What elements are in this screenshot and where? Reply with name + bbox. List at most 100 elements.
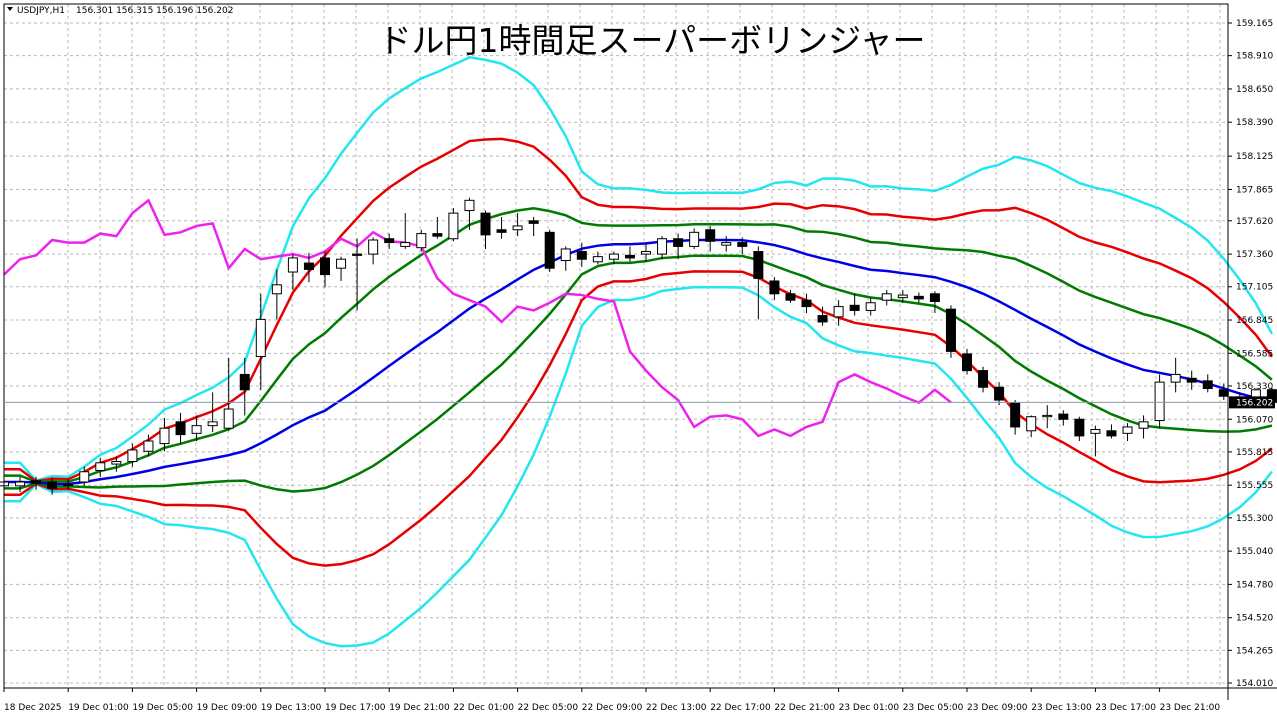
x-tick-label: 22 Dec 01:00 [453, 703, 514, 713]
x-tick-label: 18 Dec 2025 [4, 703, 62, 713]
candle-bear [785, 293, 796, 301]
sma-line [4, 238, 1273, 486]
candle-bull [608, 253, 619, 260]
candle-bull [641, 251, 651, 255]
candle-bear [1186, 377, 1197, 383]
x-tick-label: 22 Dec 13:00 [646, 703, 707, 713]
candle-bear [544, 231, 555, 269]
x-axis-ticks: 18 Dec 2025 19 Dec 01:00 19 Dec 05:00 19 De… [3, 688, 1220, 713]
candle-bull [865, 302, 876, 311]
y-tick-label: 154.780 [1236, 580, 1273, 590]
chart-grid [4, 4, 1228, 688]
candle-bull [448, 212, 459, 240]
chikou-span-line [3, 198, 952, 438]
plot-frame [3, 3, 1229, 689]
x-tick-label: 19 Dec 21:00 [389, 703, 450, 713]
candle-bull [271, 284, 282, 295]
y-tick-label: 157.620 [1236, 217, 1273, 227]
band-upper-2sigma [4, 137, 1273, 483]
candle-bull [721, 242, 732, 246]
band-lower-1sigma [4, 254, 1273, 493]
x-tick-label: 23 Dec 01:00 [839, 703, 900, 713]
y-axis-ticks: 159.165 158.910 158.650 158.390 158.125 157.8… [1228, 19, 1273, 689]
chart-header: USDJPY,H1 156.301 156.315 156.196 156.20… [7, 6, 233, 16]
y-tick-label: 154.520 [1236, 614, 1273, 624]
candle-bear [352, 253, 363, 256]
candle-bull [207, 421, 218, 427]
candle-bull [881, 293, 892, 301]
y-tick-label: 158.125 [1236, 152, 1273, 162]
candle-bear [31, 480, 42, 484]
candle-bull [512, 225, 523, 231]
candle-bear [47, 481, 58, 489]
candle-bull [95, 462, 106, 471]
symbol-label: USDJPY,H1 [17, 6, 65, 16]
candle-bull [400, 242, 411, 247]
candle-bull [255, 318, 266, 358]
x-tick-label: 19 Dec 17:00 [325, 703, 386, 713]
candle-bull [191, 425, 202, 434]
candle-bear [576, 251, 587, 260]
y-tick-label: 154.010 [1236, 679, 1273, 689]
candle-bear [737, 242, 748, 247]
candle-bear [1010, 402, 1021, 428]
x-tick-label: 23 Dec 13:00 [1031, 703, 1092, 713]
candle-bear [962, 353, 972, 372]
y-tick-label: 155.815 [1236, 448, 1273, 458]
candle-bear [175, 421, 186, 436]
y-tick-label: 157.360 [1236, 250, 1273, 260]
candle-bear [801, 299, 812, 308]
candle-bull [223, 408, 234, 429]
x-tick-label: 23 Dec 17:00 [1095, 703, 1156, 713]
candle-bull [833, 306, 844, 318]
candle-bull [368, 239, 379, 255]
candle-bear [480, 212, 491, 236]
candle-bear [1202, 380, 1213, 390]
candle-bull [287, 257, 298, 273]
x-tick-label: 19 Dec 13:00 [261, 703, 322, 713]
y-tick-label: 159.165 [1236, 19, 1273, 29]
candle-bull [689, 231, 700, 247]
x-tick-label: 23 Dec 09:00 [967, 703, 1028, 713]
y-tick-label: 158.390 [1236, 118, 1273, 128]
candle-bear [705, 229, 716, 242]
candle-bear [913, 295, 924, 300]
candle-bull [560, 248, 571, 261]
y-tick-label: 155.040 [1236, 547, 1273, 557]
x-tick-label: 23 Dec 05:00 [903, 703, 964, 713]
band-upper-1sigma [4, 206, 1273, 484]
candle-bear [849, 304, 860, 311]
candle-bear [303, 262, 314, 270]
current-price-line: 156.202 [4, 396, 1275, 409]
candle-bull [657, 238, 668, 255]
candle-bear [384, 238, 395, 244]
candle-bull [1154, 381, 1165, 422]
candle-bull [416, 233, 427, 249]
candle-bear [1074, 418, 1085, 437]
x-tick-label: 19 Dec 05:00 [132, 703, 193, 713]
candle-bear [817, 315, 828, 323]
x-tick-label: 19 Dec 01:00 [68, 703, 129, 713]
y-tick-label: 156.330 [1236, 382, 1273, 392]
x-tick-label: 22 Dec 21:00 [774, 703, 835, 713]
candle-bull [159, 427, 170, 445]
current-price-box [1229, 396, 1275, 409]
candle-bear [673, 238, 684, 247]
candle-bull [1170, 373, 1181, 383]
y-tick-label: 154.265 [1236, 646, 1273, 656]
candle-bull [15, 481, 26, 487]
candle-bear [994, 386, 1005, 401]
candle-bear [239, 373, 250, 391]
candle-bull [592, 256, 603, 263]
band-lower-3sigma [4, 285, 1273, 648]
candle-bull [63, 484, 74, 487]
x-tick-label: 22 Dec 09:00 [582, 703, 643, 713]
y-tick-label: 156.585 [1236, 349, 1273, 359]
dropdown-arrow-icon[interactable] [7, 7, 13, 11]
candle-bear [945, 308, 956, 352]
chart-title: ドル円1時間足スーパーボリンジャー [378, 21, 925, 60]
current-price-label: 156.202 [1236, 398, 1273, 408]
candle-bear [496, 229, 507, 233]
ohlc-label: 156.301 156.315 156.196 156.202 [76, 6, 233, 16]
